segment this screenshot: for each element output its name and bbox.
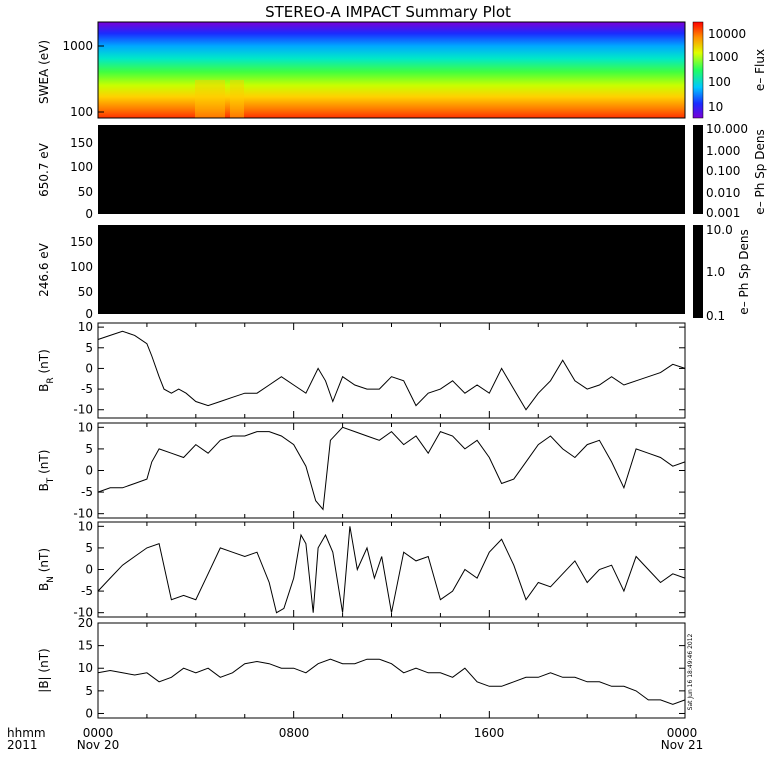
swea-darkband-1	[195, 80, 225, 118]
x-axis-labels: hhmm 2011 0000 0800 1600 0000 Nov 20 Nov…	[7, 726, 703, 752]
bn-ytick-label: 10	[78, 519, 93, 533]
bn-ytick-label: 0	[85, 563, 93, 577]
x-tick-label: 1600	[474, 726, 505, 740]
x-date-label: Nov 21	[661, 738, 704, 752]
swea-cbar-tick: 10000	[708, 27, 746, 41]
bn-series-line	[97, 526, 686, 614]
br-series-line	[97, 330, 686, 411]
pad-650-cbar-tick: 1.000	[706, 144, 740, 158]
pad-246-cbar-tick: 10.0	[706, 223, 733, 237]
swea-ytick-1000: 1000	[62, 39, 93, 53]
bt-ylabel: BT (nT)	[37, 450, 56, 492]
swea-ytick-100: 100	[70, 105, 93, 119]
swea-cbar-label: e– Flux	[753, 49, 767, 91]
swea-ylabel: SWEA (eV)	[37, 40, 51, 104]
pad-246-ytick: 0	[85, 307, 93, 321]
bmag-frame	[97, 622, 686, 719]
timestamp: Sat Jun 16 18:49:46 2012	[687, 633, 694, 710]
pad-246-image	[98, 225, 685, 314]
bn-ylabel: BN (nT)	[37, 548, 56, 591]
bn-frame	[97, 521, 686, 618]
bmag-ytick-label: 10	[78, 661, 93, 675]
swea-cbar-tick: 10	[708, 100, 723, 114]
pad-650-ytick: 0	[85, 207, 93, 221]
x-tick-label: 0000	[83, 726, 114, 740]
pad-650-colorbar	[693, 125, 703, 214]
bmag-ytick-label: 5	[85, 684, 93, 698]
pad-650-ytick: 150	[70, 136, 93, 150]
swea-frame	[97, 21, 686, 119]
x-axis-year-label: 2011	[7, 738, 38, 752]
pad-246-ylabel: 246.6 eV	[37, 242, 51, 297]
bmag-ylabel: |B| (nT)	[37, 648, 51, 692]
pad-246-cbar-label: e– Ph Sp Dens	[737, 229, 751, 314]
br-ytick-label: -10	[73, 403, 93, 417]
bn-panel: 10 5 0 -5 -10 BN (nT)	[37, 519, 686, 620]
swea-cbar-tick: 100	[708, 75, 731, 89]
pad-650-panel: 650.7 eV 150 100 50 0 10.000 1.000 0.100…	[37, 122, 767, 221]
pad-650-cbar-label: e– Ph Sp Dens	[753, 129, 767, 214]
swea-colorbar	[692, 21, 704, 119]
bt-ytick-label: 5	[85, 442, 93, 456]
pad-650-cbar-tick: 0.100	[706, 164, 740, 178]
magnetic-field-panels: 10 5 0 -5 -10 BR (nT) 10 5 0 -5 -10 BT (nT) 10 5 0 -5 -1…	[37, 320, 686, 720]
bmag-ytick-label: 20	[78, 616, 93, 630]
plot-title: STEREO-A IMPACT Summary Plot	[265, 3, 511, 21]
pad-246-cbar-tick: 0.1	[706, 309, 725, 323]
bt-ytick-label: -5	[81, 485, 93, 499]
swea-spectrogram	[98, 22, 685, 118]
br-ytick-label: -5	[81, 382, 93, 396]
bmag-ytick-label: 0	[85, 706, 93, 720]
swea-panel: SWEA (eV) 1000 100 10000 1000 100 10 e– …	[37, 21, 767, 119]
bt-ytick-label: 10	[78, 420, 93, 434]
bmag-ytick-label: 15	[78, 639, 93, 653]
bmag-series-line	[97, 658, 686, 705]
bt-ytick-label: 0	[85, 464, 93, 478]
pad-246-ytick: 100	[70, 260, 93, 274]
swea-darkband-2	[230, 80, 244, 118]
x-tick-label: 0800	[279, 726, 310, 740]
br-ytick-label: 10	[78, 320, 93, 334]
bn-ytick-label: -10	[73, 606, 93, 620]
br-ylabel: BR (nT)	[37, 349, 56, 392]
pad-650-cbar-tick: 10.000	[706, 122, 748, 136]
pad-246-ytick: 150	[70, 235, 93, 249]
bt-ytick-label: -10	[73, 507, 93, 521]
pad-650-image	[98, 125, 685, 214]
bn-ytick-label: -5	[81, 584, 93, 598]
pad-650-ytick: 50	[78, 185, 93, 199]
br-panel: 10 5 0 -5 -10 BR (nT)	[37, 320, 686, 419]
br-ytick-label: 5	[85, 341, 93, 355]
bt-series-line	[97, 426, 686, 511]
x-tick-label: 0000	[667, 726, 698, 740]
pad-650-ylabel: 650.7 eV	[37, 142, 51, 197]
bn-ytick-label: 5	[85, 541, 93, 555]
bt-frame	[97, 422, 686, 519]
br-ytick-label: 0	[85, 361, 93, 375]
pad-246-cbar-tick: 1.0	[706, 265, 725, 279]
pad-246-panel: 246.6 eV 150 100 50 0 10.0 1.0 0.1 e– Ph…	[37, 223, 751, 323]
bt-panel: 10 5 0 -5 -10 BT (nT)	[37, 420, 686, 521]
pad-650-ytick: 100	[70, 160, 93, 174]
bmag-panel: 20 15 10 5 0 |B| (nT)	[37, 616, 686, 720]
pad-650-cbar-tick: 0.001	[706, 206, 740, 220]
x-axis-unit-label: hhmm	[7, 726, 46, 740]
br-frame	[97, 322, 686, 419]
pad-246-ytick: 50	[78, 285, 93, 299]
pad-650-cbar-tick: 0.010	[706, 186, 740, 200]
pad-246-colorbar	[693, 225, 703, 318]
swea-cbar-tick: 1000	[708, 50, 739, 64]
x-date-label: Nov 20	[77, 738, 120, 752]
